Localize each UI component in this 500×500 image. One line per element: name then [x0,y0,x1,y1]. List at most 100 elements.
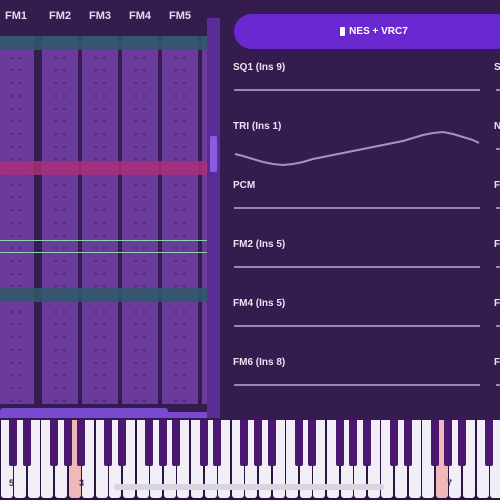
pattern-cell[interactable]: - - [53,320,67,329]
pattern-cell[interactable]: - - [173,383,187,392]
piano-black-key[interactable] [104,420,113,466]
pattern-cell[interactable]: - - [173,269,187,278]
pattern-cell[interactable]: - - [9,79,23,88]
piano-white-key[interactable] [367,420,380,498]
pattern-cell[interactable]: - - [53,180,67,189]
pattern-cell[interactable]: - - [93,371,107,380]
pattern-cell[interactable]: - - [173,371,187,380]
piano-black-key[interactable] [240,420,249,466]
pattern-cell[interactable]: - - [93,282,107,291]
pattern-cell[interactable]: - - [53,193,67,202]
pattern-cell[interactable]: - - [53,218,67,227]
pattern-cell[interactable]: - - [9,231,23,240]
pattern-horizontal-scroll-thumb[interactable] [0,408,168,414]
pattern-cell[interactable]: - - [133,269,147,278]
pattern-cell[interactable]: - - [93,53,107,62]
pattern-cell[interactable]: - - [133,218,147,227]
pattern-cell[interactable]: - - [133,180,147,189]
chip-selector-button[interactable]: NES + VRC7 [234,14,500,49]
pattern-cell[interactable]: - - [173,333,187,342]
pattern-cell[interactable]: - - [9,244,23,253]
pattern-cell[interactable]: - - [53,91,67,100]
pattern-cell[interactable]: - - [173,142,187,151]
piano-black-key[interactable] [199,420,208,466]
pattern-cell[interactable]: - - [53,79,67,88]
pattern-cell[interactable]: - - [53,358,67,367]
pattern-vertical-scroll-thumb[interactable] [210,136,217,172]
pattern-cell[interactable]: - - [53,117,67,126]
pattern-cell[interactable]: - - [93,91,107,100]
pattern-cell[interactable]: - - [53,142,67,151]
pattern-cell[interactable]: - - [53,104,67,113]
pattern-cell[interactable]: - - [9,307,23,316]
channel-header-fm1[interactable]: FM1 [5,10,27,22]
pattern-cell[interactable]: - - [93,193,107,202]
pattern-cell[interactable]: - - [93,155,107,164]
channel-column-fm5[interactable]: - - - - - - - - - - - - - - - - - - - - - - - - - - -… [162,36,198,404]
pattern-cell[interactable]: - - [133,53,147,62]
pattern-cell[interactable]: - - [173,244,187,253]
pattern-cell[interactable]: - - [9,282,23,291]
piano-white-key[interactable] [490,420,500,498]
pattern-cell[interactable]: - - [9,269,23,278]
pattern-cell[interactable]: - - [93,142,107,151]
piano-black-key[interactable] [294,420,303,466]
pattern-cell[interactable]: - - [173,193,187,202]
pattern-cell[interactable]: - - [93,396,107,404]
pattern-cell[interactable]: - - [9,53,23,62]
piano-black-key[interactable] [362,420,371,466]
pattern-cell[interactable]: - - [9,117,23,126]
pattern-cell[interactable]: - - [133,244,147,253]
pattern-cell[interactable]: - - [173,282,187,291]
piano-black-key[interactable] [389,420,398,466]
pattern-cell[interactable]: - - [53,66,67,75]
pattern-cell[interactable]: - - [93,358,107,367]
pattern-cell[interactable]: - - [9,358,23,367]
pattern-cell[interactable]: - - [9,142,23,151]
pattern-cell[interactable]: - - [93,269,107,278]
channel-header-fm3[interactable]: FM3 [89,10,111,22]
pattern-cell[interactable]: - - [173,307,187,316]
pattern-cell[interactable]: - - [9,104,23,113]
pattern-cell[interactable]: - - [9,396,23,404]
pattern-cell[interactable]: - - [173,104,187,113]
piano-white-key[interactable] [313,420,326,498]
piano-black-key[interactable] [22,420,31,466]
pattern-cell[interactable]: - - [133,206,147,215]
pattern-editor[interactable]: FM1 FM2 FM3 FM4 FM5 - -- -- -- -- -- -- -- -… [0,0,220,418]
pattern-cell[interactable]: - - [93,66,107,75]
pattern-cell[interactable]: - - [9,66,23,75]
piano-white-key[interactable] [177,420,190,498]
pattern-cell[interactable]: - - [93,307,107,316]
piano-black-key[interactable] [485,420,494,466]
pattern-cell[interactable]: - - [173,53,187,62]
pattern-cell[interactable]: - - [9,206,23,215]
piano-scrollbar[interactable] [114,484,384,490]
pattern-cell[interactable]: - - [173,218,187,227]
channel-column-fm1[interactable]: - - - - - - - - - - - - - - - - - - - - - - - - - - -… [0,36,34,404]
pattern-cell[interactable]: - - [93,256,107,265]
piano-black-key[interactable] [213,420,222,466]
channel-column-fm4[interactable]: - - - - - - - - - - - - - - - - - - - - - - - - - - -… [122,36,158,404]
pattern-cell[interactable]: - - [173,358,187,367]
piano-black-key[interactable] [9,420,18,466]
pattern-cell[interactable]: - - [133,193,147,202]
pattern-vertical-scrollbar[interactable] [207,18,220,418]
pattern-cell[interactable]: - - [93,79,107,88]
channel-header-fm4[interactable]: FM4 [129,10,151,22]
piano-white-key[interactable] [122,420,135,498]
piano-black-key[interactable] [253,420,262,466]
piano-black-key[interactable] [172,420,181,466]
pattern-cell[interactable]: - - [9,129,23,138]
pattern-cell[interactable]: - - [93,218,107,227]
pattern-cell[interactable]: - - [53,129,67,138]
pattern-cell[interactable]: - - [53,269,67,278]
pattern-cell[interactable]: - - [173,129,187,138]
piano-black-key[interactable] [457,420,466,466]
piano-white-key[interactable] [272,420,285,498]
pattern-cell[interactable]: - - [133,396,147,404]
pattern-cell[interactable]: - - [53,345,67,354]
pattern-cell[interactable]: - - [133,383,147,392]
pattern-cell[interactable]: - - [173,155,187,164]
pattern-cell[interactable]: - - [53,256,67,265]
